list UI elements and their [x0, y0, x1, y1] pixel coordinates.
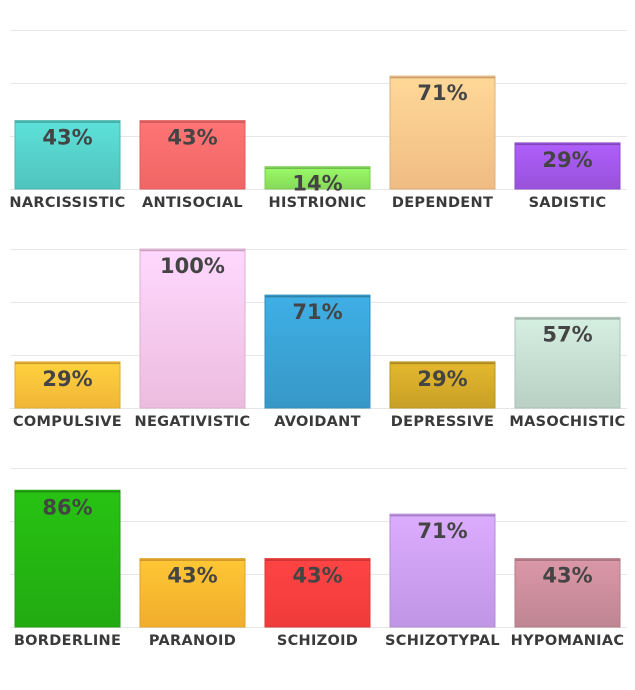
bar-histrionic	[264, 166, 371, 190]
data-label: 14%	[292, 172, 342, 196]
data-label: 57%	[542, 322, 592, 346]
category-label: AVOIDANT	[274, 414, 361, 430]
category-label: NEGATIVISTIC	[135, 414, 251, 430]
category-label: SADISTIC	[529, 195, 607, 211]
chart-panel-3: 86% BORDERLINE 43% PARANOID 43% SCHIZOID 71% SC…	[0, 438, 635, 658]
data-label: 100%	[160, 254, 225, 278]
category-label: DEPENDENT	[392, 195, 493, 211]
bar-chart-3: 86% BORDERLINE 43% PARANOID 43% SCHIZOID 71% SC…	[10, 468, 627, 649]
category-label: COMPULSIVE	[13, 414, 122, 430]
category-label: HYPOMANIAC	[511, 633, 625, 649]
category-label: MASOCHISTIC	[509, 414, 625, 430]
category-label: DEPRESSIVE	[391, 414, 494, 430]
bar-hypomaniac	[514, 558, 621, 628]
bar-avoidant	[264, 294, 371, 409]
data-label: 43%	[42, 126, 92, 150]
bar-narcissistic	[14, 120, 121, 190]
chart-panel-1: 43% NARCISSISTIC 43% ANTISOCIAL 14% HISTRIONI…	[0, 0, 635, 220]
category-label: ANTISOCIAL	[142, 195, 243, 211]
bar-negativistic	[139, 248, 246, 409]
category-label: BORDERLINE	[14, 633, 121, 649]
bar-sadistic	[514, 142, 621, 190]
chart-panel-2: 29% COMPULSIVE 100% NEGATIVISTIC 71% AVOIDANT…	[0, 219, 635, 439]
data-label: 29%	[417, 367, 467, 391]
data-label: 43%	[542, 564, 592, 588]
bar-dependent	[389, 75, 496, 190]
bar-schizoid	[264, 558, 371, 628]
data-label: 86%	[42, 495, 92, 519]
category-label: PARANOID	[149, 633, 236, 649]
data-label: 29%	[542, 148, 592, 172]
category-label: HISTRIONIC	[269, 195, 367, 211]
data-label: 43%	[167, 564, 217, 588]
data-label: 71%	[417, 519, 467, 543]
bar-paranoid	[139, 558, 246, 628]
bar-chart-2: 29% COMPULSIVE 100% NEGATIVISTIC 71% AVOIDANT…	[10, 248, 627, 430]
bar-schizotypal	[389, 513, 496, 628]
data-label: 43%	[292, 564, 342, 588]
bar-antisocial	[139, 120, 246, 190]
data-label: 29%	[42, 367, 92, 391]
category-label: SCHIZOID	[277, 633, 358, 649]
category-label: NARCISSISTIC	[9, 195, 125, 211]
data-label: 71%	[417, 81, 467, 105]
bar-compulsive	[14, 361, 121, 409]
data-label: 71%	[292, 300, 342, 324]
category-label: SCHIZOTYPAL	[385, 633, 500, 649]
bar-depressive	[389, 361, 496, 409]
bar-borderline	[14, 489, 121, 628]
data-label: 43%	[167, 126, 217, 150]
bar-chart-1: 43% NARCISSISTIC 43% ANTISOCIAL 14%HISTRIONI…	[9, 30, 627, 211]
bar-masochistic	[514, 316, 621, 409]
